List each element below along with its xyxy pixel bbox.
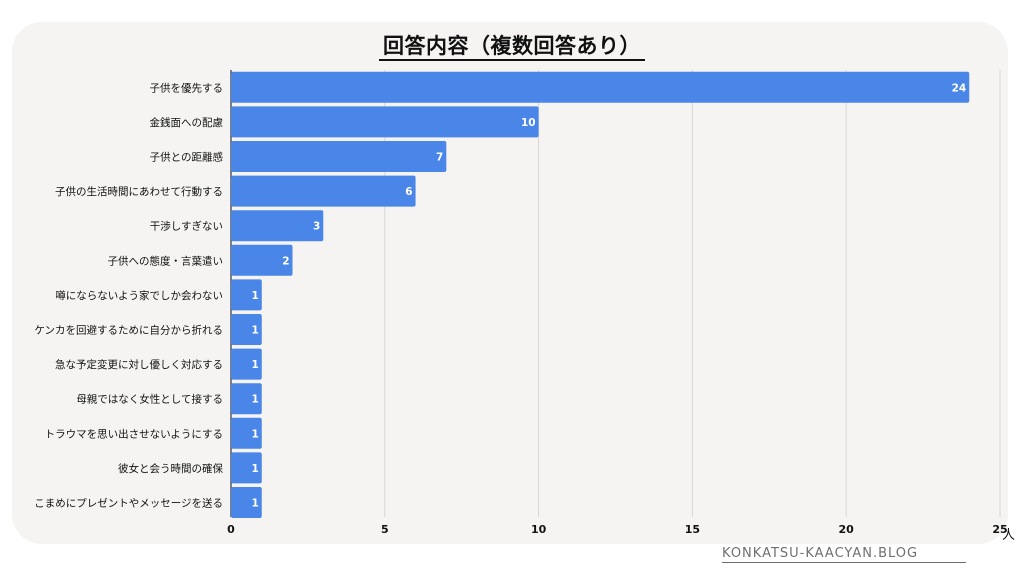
chart-title: 回答内容（複数回答あり） (379, 34, 645, 61)
category-label: 急な予定変更に対し優しく対応する (55, 358, 223, 371)
bar-value-label: 1 (251, 463, 258, 475)
bar (231, 314, 262, 345)
bar-value-label: 6 (405, 186, 412, 198)
category-label: ケンカを回避するために自分から折れる (34, 324, 223, 337)
bar-value-label: 1 (251, 394, 258, 406)
bar (231, 175, 416, 207)
bar-value-label: 10 (521, 117, 536, 129)
category-label: 子供を優先する (150, 81, 224, 94)
bar-value-label: 24 (952, 82, 967, 94)
bar (231, 141, 447, 172)
category-label: 干渉しすぎない (150, 220, 223, 233)
bar (231, 417, 262, 449)
bar-value-label: 1 (251, 428, 258, 440)
bar-value-label: 1 (251, 359, 258, 371)
x-tick-label: 0 (227, 523, 235, 536)
category-label: 彼女と会う時間の確保 (118, 462, 223, 475)
bar (231, 71, 970, 103)
bar (231, 279, 262, 311)
x-tick-label: 5 (381, 523, 389, 536)
category-label: トラウマを思い出させないようにする (45, 427, 223, 440)
x-tick-label: 15 (685, 523, 700, 536)
bar (231, 106, 539, 138)
bar-value-label: 2 (282, 255, 289, 267)
x-tick-label: 25 (992, 523, 1007, 536)
category-label: 子供との距離感 (150, 151, 224, 164)
bar-value-label: 1 (251, 325, 258, 337)
x-tick-label: 20 (839, 523, 855, 536)
bar (231, 383, 262, 415)
category-label: 母親ではなく女性として接する (76, 393, 223, 406)
category-label: 金銭面への配慮 (150, 116, 224, 129)
bar-value-label: 3 (313, 221, 320, 233)
bar (231, 452, 262, 484)
category-label: 噂にならないよう家でしか会わない (55, 289, 223, 302)
bar (231, 487, 262, 518)
bar-value-label: 7 (436, 152, 443, 164)
axis-unit-label: 人 (1002, 528, 1016, 543)
x-tick-label: 10 (531, 523, 547, 536)
category-label: こまめにプレゼントやメッセージを送る (34, 497, 223, 510)
bar (231, 210, 324, 242)
category-label: 子供への態度・言葉遣い (108, 254, 224, 267)
bar (231, 348, 262, 380)
bar-value-label: 1 (251, 290, 258, 302)
category-label: 子供の生活時間にあわせて行動する (55, 185, 223, 198)
bar (231, 244, 293, 276)
site-watermark: KONKATSU-KAACYAN.BLOG (722, 546, 966, 563)
chart-title-wrapper: 回答内容（複数回答あり） (0, 30, 1024, 61)
bar-value-label: 1 (251, 498, 258, 510)
